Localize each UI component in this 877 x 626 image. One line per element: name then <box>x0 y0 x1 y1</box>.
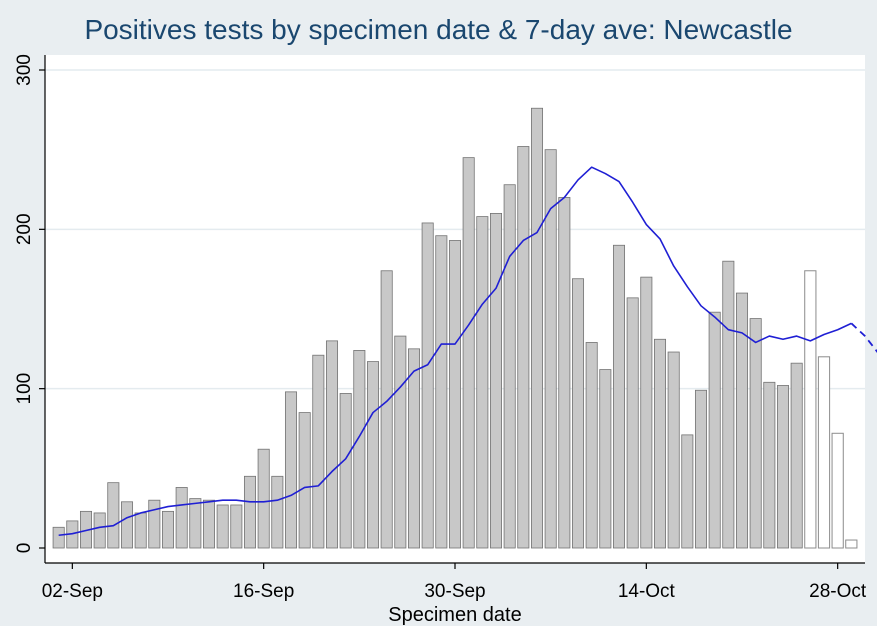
bar <box>476 216 489 549</box>
average-line-solid <box>58 166 852 537</box>
bar <box>585 342 598 549</box>
bar <box>325 340 339 549</box>
bar <box>435 235 448 549</box>
bar <box>612 244 626 549</box>
bar <box>407 348 421 549</box>
bar <box>161 510 175 549</box>
bar <box>93 512 106 549</box>
y-tick-label: 300 <box>14 54 35 86</box>
bar <box>653 338 667 549</box>
y-tick-label: 0 <box>14 543 35 554</box>
x-tick-label: 16-Sep <box>233 581 294 602</box>
bar <box>599 369 612 549</box>
bar <box>517 146 530 549</box>
bar <box>790 362 803 549</box>
bar <box>52 526 65 549</box>
bar <box>134 512 147 549</box>
bar <box>189 498 202 549</box>
bar <box>544 149 557 549</box>
y-tick-label: 200 <box>14 213 35 245</box>
bar <box>735 292 749 549</box>
bar <box>380 270 393 549</box>
bar <box>107 482 120 549</box>
bar <box>749 318 762 549</box>
bar <box>216 504 229 549</box>
x-tick-label: 14-Oct <box>618 581 676 602</box>
bar <box>626 297 639 549</box>
bar <box>763 381 776 549</box>
chart-title: Positives tests by specimen date & 7-day… <box>84 14 793 45</box>
bar <box>394 335 407 549</box>
provisional-bars <box>804 270 858 549</box>
bar <box>366 361 380 549</box>
bar <box>558 197 571 549</box>
x-tick-label: 02-Sep <box>42 581 103 602</box>
bar <box>489 212 503 549</box>
bar <box>708 311 721 549</box>
bar <box>243 475 257 549</box>
bar <box>776 385 790 549</box>
provisional-bar <box>817 356 831 549</box>
x-tick-label: 28-Oct <box>809 581 867 602</box>
bar <box>148 499 161 549</box>
x-tick-label: 30-Sep <box>424 581 485 602</box>
provisional-bar <box>845 539 858 549</box>
bar <box>694 389 708 549</box>
provisional-bar <box>804 270 817 549</box>
bar <box>667 351 680 549</box>
bar <box>640 276 653 549</box>
bar <box>175 487 188 549</box>
y-tick-label: 100 <box>14 373 35 405</box>
bar <box>339 393 352 549</box>
bar <box>448 240 462 549</box>
bar <box>298 412 311 549</box>
average-line-dashed <box>850 322 877 353</box>
provisional-bar <box>831 432 844 549</box>
bar <box>312 354 325 549</box>
bar <box>503 184 516 549</box>
bar <box>571 278 585 549</box>
bar <box>462 157 475 549</box>
bar <box>681 434 694 549</box>
bar <box>722 260 735 549</box>
bar <box>530 107 544 549</box>
bar <box>353 350 366 549</box>
bar <box>120 501 134 549</box>
bar <box>284 391 298 549</box>
x-axis-title: Specimen date <box>388 604 521 626</box>
average-line <box>58 166 877 537</box>
bar <box>230 504 243 549</box>
bar <box>421 222 434 549</box>
bar <box>257 448 270 549</box>
bar <box>202 499 216 549</box>
tick-labels: 0 100 200 300 02-Sep 16-Sep 30-Sep 14-Oct 28-Oct <box>14 54 867 602</box>
bar <box>271 475 284 549</box>
